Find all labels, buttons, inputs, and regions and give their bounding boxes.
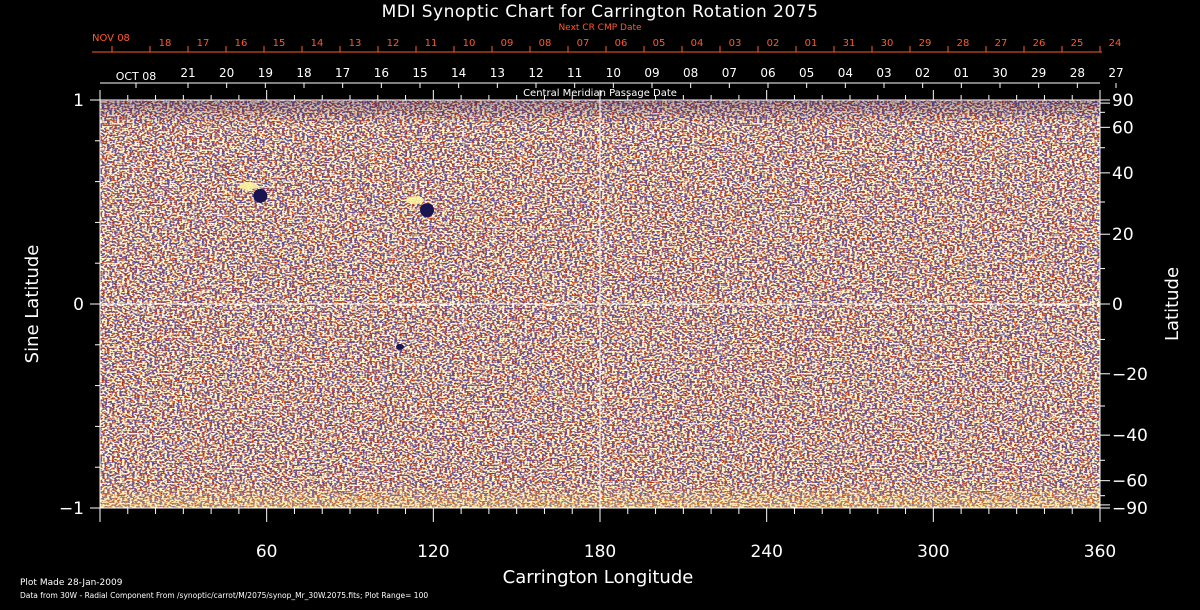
feature-active-region [239,181,268,203]
cmp-date-label: 08 [683,66,698,80]
feature-negative [420,203,434,218]
y-tick-label-right: −90 [1112,499,1148,519]
next-cr-date-label: 09 [501,38,514,49]
next-cr-date-label: 02 [767,38,780,49]
cmp-date-label: 09 [644,66,659,80]
y-tick-label-right: 20 [1112,225,1134,245]
x-tick-label: 300 [917,542,949,562]
next-cr-date-label: 28 [957,38,970,49]
next-cr-date-label: NOV 08 [92,33,130,44]
x-tick-label: 60 [256,542,278,562]
cmp-date-label: 29 [1031,66,1046,80]
cmp-date-label: 20 [219,66,234,80]
next-cr-date-label: 08 [539,38,552,49]
cmp-date-label: 17 [335,66,350,80]
y-tick-label-left: −1 [59,499,84,519]
feature-negative [253,188,268,203]
next-cr-date-label: 10 [463,38,476,49]
feature-active-region-bipole [406,196,434,218]
next-cr-cmp-label: Next CR CMP Date [558,23,642,33]
next-cr-date-label: 18 [159,38,172,49]
cmp-date-label: 18 [296,66,311,80]
next-cr-date-label: 12 [387,38,400,49]
cmp-date-label: 21 [180,66,195,80]
y-tick-label-right: 60 [1112,118,1134,138]
cmp-date-label: OCT 08 [116,70,157,83]
next-cr-date-label: 25 [1071,38,1084,49]
cmp-date-label: 15 [412,66,427,80]
y-tick-label-right: −60 [1112,472,1148,492]
feature-positive [406,196,424,205]
data-source-note: Data from 30W - Radial Component From /s… [20,591,429,600]
cmp-date-label: 10 [606,66,621,80]
x-tick-label: 240 [750,542,782,562]
cmp-date-label: 27 [1108,66,1123,80]
y-tick-label-right: 90 [1112,91,1134,111]
next-cr-date-label: 17 [197,38,210,49]
next-cr-date-label: 03 [729,38,742,49]
next-cr-date-label: 06 [615,38,628,49]
cmp-date-label: 11 [567,66,582,80]
y-tick-label-left: 0 [73,295,84,315]
y-axis-label-left: Sine Latitude [22,245,43,364]
cmp-date-label: 28 [1070,66,1085,80]
y-tick-label-right: 0 [1112,295,1123,315]
cmp-date-label: 03 [876,66,891,80]
next-cr-date-label: 26 [1033,38,1046,49]
cmp-date-label: 13 [490,66,505,80]
feature-negative [396,343,404,350]
next-cr-date-label: 11 [425,38,438,49]
cmp-date-label: 30 [992,66,1007,80]
y-tick-label-right: 40 [1112,164,1134,184]
next-cr-date-label: 29 [919,38,932,49]
next-cr-date-label: 05 [653,38,666,49]
feature-positive [239,181,258,190]
y-tick-label-right: −40 [1112,426,1148,446]
chart-title: MDI Synoptic Chart for Carrington Rotati… [381,2,819,22]
cmp-date-label: 14 [451,66,466,80]
cmp-date-label: 07 [722,66,737,80]
next-cr-date-label: 27 [995,38,1008,49]
x-axis-label: Carrington Longitude [503,567,694,588]
plot-made-note: Plot Made 28-Jan-2009 [20,578,123,588]
cmp-date-label: 02 [915,66,930,80]
cmp-date-label: 04 [838,66,853,80]
feature-small-negative-spot [396,343,404,350]
next-cr-date-label: 31 [843,38,856,49]
next-cr-date-label: 07 [577,38,590,49]
cmp-date-label: 06 [760,66,775,80]
x-tick-label: 360 [1084,542,1116,562]
cmp-date-label: 19 [258,66,273,80]
cmp-date-label: 12 [528,66,543,80]
next-cr-date-label: 16 [235,38,248,49]
next-cr-date-label: 04 [691,38,704,49]
next-cr-date-label: 13 [349,38,362,49]
next-cr-date-label: 14 [311,38,324,49]
cmp-date-label: 01 [954,66,969,80]
cmp-date-label: 16 [374,66,389,80]
y-axis-label-right: Latitude [1162,267,1183,341]
cmp-date-label: 05 [799,66,814,80]
next-cr-date-label: 30 [881,38,894,49]
x-tick-label: 180 [584,542,616,562]
next-cr-date-label: 15 [273,38,286,49]
y-tick-label-left: 1 [73,91,84,111]
next-cr-date-label: 24 [1109,38,1122,49]
next-cr-date-label: 01 [805,38,818,49]
y-tick-label-right: −20 [1112,365,1148,385]
x-tick-label: 120 [417,542,449,562]
